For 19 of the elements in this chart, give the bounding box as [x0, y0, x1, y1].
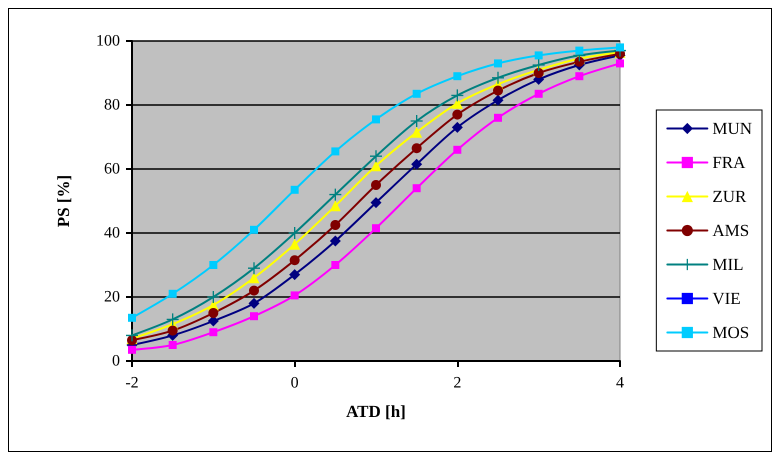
- y-tick-label: 60: [104, 160, 120, 178]
- x-tick-label: 0: [290, 374, 299, 392]
- legend-label: MOS: [712, 323, 750, 342]
- x-tick-label: -2: [125, 374, 139, 392]
- legend-label: MUN: [712, 119, 752, 138]
- y-tick-label: 0: [112, 352, 120, 370]
- legend-label: MIL: [712, 255, 744, 274]
- y-tick-label: 80: [104, 96, 120, 114]
- legend-label: FRA: [712, 153, 746, 172]
- x-tick-label: 2: [453, 374, 462, 392]
- y-tick-label: 40: [104, 224, 120, 242]
- y-axis-title: PS [%]: [54, 174, 73, 228]
- y-tick-label: 100: [96, 32, 120, 50]
- legend-label: AMS: [712, 221, 750, 240]
- x-axis-title: ATD [h]: [346, 402, 406, 421]
- legend-label: ZUR: [712, 187, 747, 206]
- x-tick-label: 4: [616, 374, 624, 392]
- y-tick-label: 20: [104, 288, 120, 306]
- legend-label: VIE: [712, 289, 741, 308]
